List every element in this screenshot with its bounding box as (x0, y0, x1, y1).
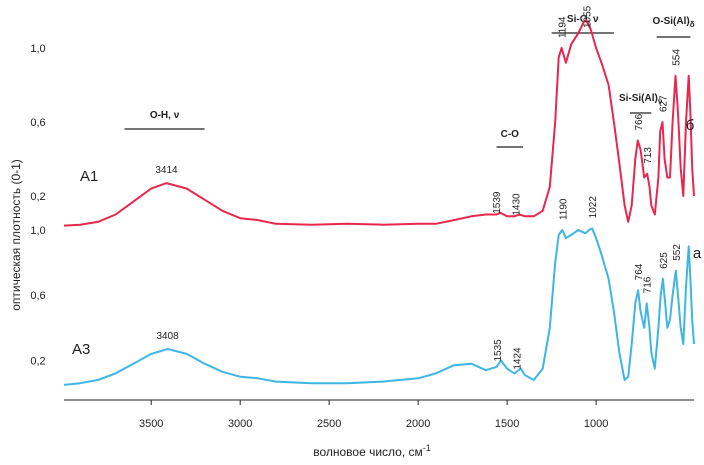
x-axis: 3500 3000 2500 2000 1500 1000 (64, 399, 694, 430)
band-label-subscript: δ (690, 20, 695, 29)
x-tick-label: 1000 (584, 418, 608, 430)
peak-label: 1022 (588, 196, 599, 219)
series-A1: 1,0 0,6 0,2 3414 1539 1430 1194 1055 766 713 627 55… (30, 5, 695, 227)
peak-label: 1539 (492, 191, 503, 214)
x-axis-title-exponent: -1 (423, 443, 431, 453)
x-tick-label: 3000 (228, 418, 252, 430)
peak-label: 3414 (155, 165, 178, 176)
peak-label: 764 (634, 263, 645, 280)
band-label: C-O (501, 129, 520, 140)
x-axis-title: волновое число, см-1 (313, 443, 431, 459)
peak-label: 1055 (582, 5, 593, 28)
band-labels: O-H, ν C-O Si-O, ν Si-Si(Al)ν O-Si(Al)δ (124, 14, 695, 148)
y-tick-label: 0,2 (30, 191, 45, 203)
peak-label: 1430 (512, 193, 523, 216)
spectrum-line (63, 227, 695, 386)
y-tick-label: 0,2 (30, 355, 45, 367)
spectrum-line (63, 19, 695, 227)
peak-label: 1535 (493, 339, 504, 362)
x-tick-label: 3500 (139, 418, 163, 430)
y-tick-label: 1,0 (30, 225, 45, 237)
series-side-label: б (686, 117, 695, 134)
x-tick-label: 2500 (317, 418, 341, 430)
peak-label: 625 (659, 252, 670, 269)
y-tick-label: 0,6 (30, 117, 45, 129)
y-axis-title: оптическая плотность (0-1) (9, 159, 23, 311)
band-label: Si-O, ν (567, 14, 599, 25)
series-name-label: A1 (80, 168, 98, 185)
band-label: O-Si(Al)δ (652, 16, 694, 29)
peak-label: 1194 (558, 16, 569, 38)
spectra: 1,0 0,6 0,2 3414 1539 1430 1194 1055 766 713 627 55… (30, 5, 702, 386)
peak-label: 766 (634, 113, 645, 130)
peak-label: 552 (672, 244, 683, 261)
peak-label: 1424 (513, 347, 524, 370)
peak-label: 1190 (558, 198, 569, 220)
y-tick-label: 1,0 (30, 43, 45, 55)
peak-label: 716 (643, 276, 654, 293)
x-axis-title-text: волновое число, см (313, 445, 423, 459)
peak-label: 3408 (156, 331, 179, 342)
peak-label: 713 (643, 147, 654, 164)
peak-label: 627 (659, 95, 670, 112)
band-label: Si-Si(Al)ν (619, 93, 663, 106)
series-name-label: A3 (72, 341, 90, 358)
band-label-subscript: ν (658, 97, 663, 106)
y-tick-label: 0,6 (30, 290, 45, 302)
x-tick-label: 1500 (495, 418, 519, 430)
series-side-label: a (693, 245, 702, 262)
x-tick-label: 2000 (406, 418, 430, 430)
peak-label: 554 (671, 49, 682, 66)
band-label: O-H, ν (150, 110, 180, 121)
